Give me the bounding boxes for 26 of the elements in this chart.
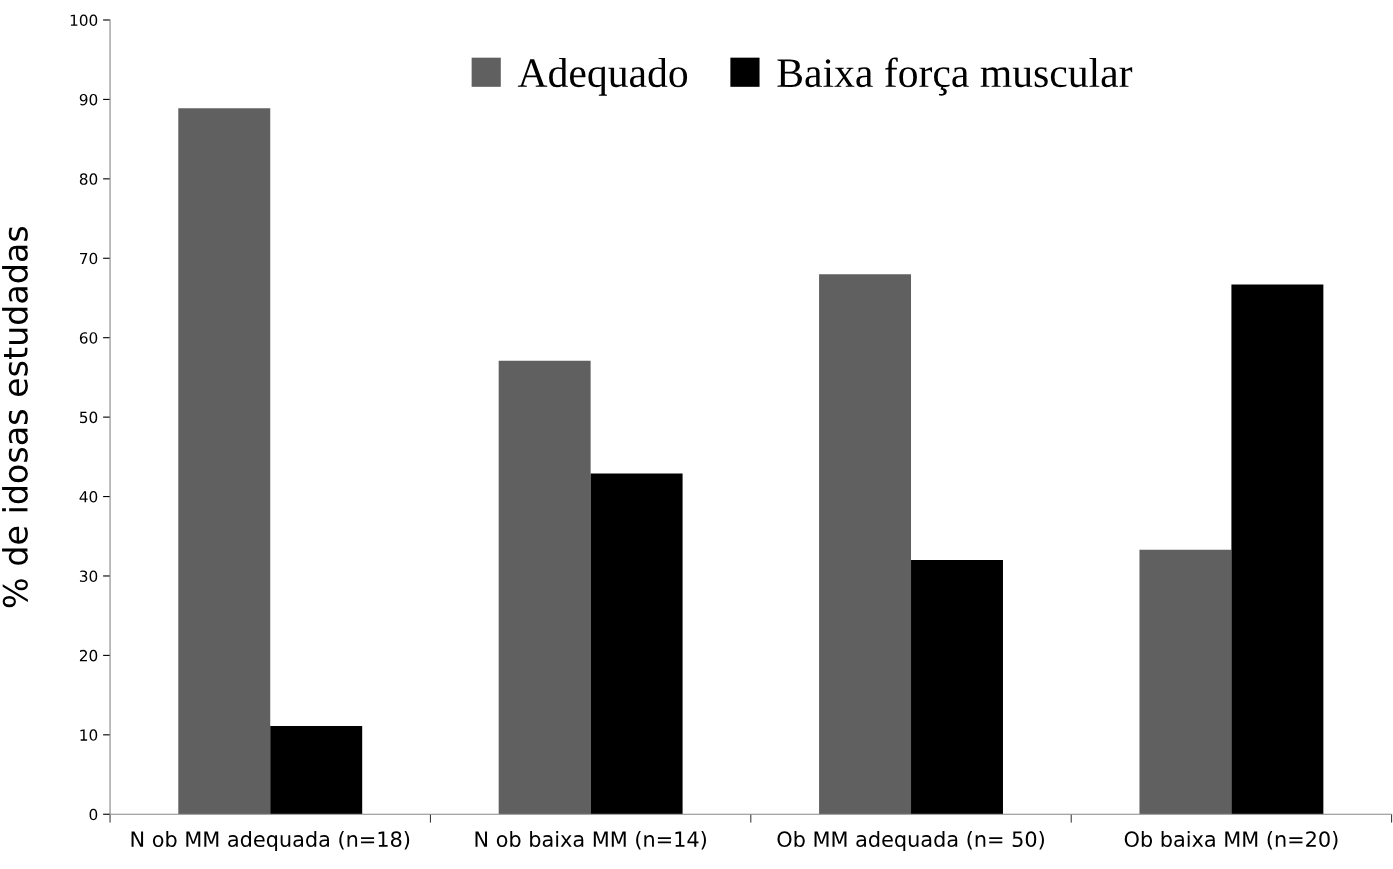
x-tick-label: Ob baixa MM (n=20) [1124,830,1338,850]
x-tick-label: N ob baixa MM (n=14) [475,830,706,850]
y-tick-label: 10 [80,729,98,741]
bar [1231,284,1324,815]
y-tick-label: 30 [79,570,98,582]
y-tick-label: 90 [79,93,98,106]
bar [819,274,912,815]
x-tick-label: Ob MM adequada (n= 50) [777,830,1044,852]
y-tick-label: 0 [89,808,98,821]
y-tick-label: 60 [79,332,98,344]
y-tick-label: 50 [79,411,98,424]
bar [1139,549,1232,815]
bar [911,560,1003,815]
y-axis-title: % de idosas estudadas [2,226,28,608]
y-tick-label: 70 [80,252,98,265]
legend-label: Baixa força muscular [777,57,1133,96]
bar [270,726,363,815]
y-tick-label: 80 [79,173,98,185]
bar [498,360,591,815]
y-tick-label: 100 [70,14,98,27]
y-tick-label: 40 [79,491,98,503]
legend-label: Adequado [517,57,688,96]
y-tick-label: 20 [79,649,98,662]
bar [590,473,683,815]
bar [178,108,271,815]
x-tick-label: N ob MM adequada (n=18) [131,830,410,852]
